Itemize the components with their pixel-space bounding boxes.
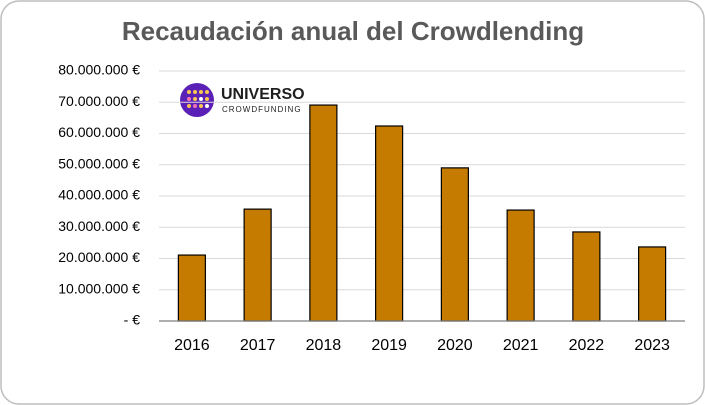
bar <box>638 246 667 322</box>
bar <box>177 254 206 322</box>
x-tick-label: 2023 <box>634 337 670 354</box>
bar <box>243 208 272 322</box>
x-tick-label: 2022 <box>569 337 605 354</box>
x-tick-label: 2021 <box>503 337 539 354</box>
x-tick-label: 2019 <box>371 337 407 354</box>
y-tick-label: 50.000.000 € <box>58 155 140 171</box>
x-tick-label: 2020 <box>437 337 473 354</box>
y-tick-label: 60.000.000 € <box>58 124 140 140</box>
bar <box>375 125 404 322</box>
logo-mark <box>180 83 214 117</box>
bar <box>309 104 338 322</box>
logo-name: UNIVERSO <box>221 86 305 103</box>
logo-dots <box>187 90 209 108</box>
y-tick-label: 30.000.000 € <box>58 218 140 234</box>
bar <box>572 231 601 322</box>
y-tick-label: 20.000.000 € <box>58 249 140 265</box>
x-tick-label: 2018 <box>306 337 342 354</box>
y-tick-label: 10.000.000 € <box>58 280 140 296</box>
y-tick-label: 40.000.000 € <box>58 187 140 203</box>
y-tick-label: 70.000.000 € <box>58 93 140 109</box>
x-tick-label: 2016 <box>174 337 210 354</box>
bar <box>506 209 535 322</box>
bar <box>440 167 469 322</box>
y-tick-label: - € <box>124 312 141 328</box>
logo-tagline: CROWDFUNDING <box>222 105 302 114</box>
chart-title: Recaudación anual del Crowdlending <box>122 16 584 46</box>
logo: UNIVERSO CROWDFUNDING <box>180 83 305 117</box>
y-tick-label: 80.000.000 € <box>58 62 140 78</box>
x-tick-label: 2017 <box>240 337 276 354</box>
